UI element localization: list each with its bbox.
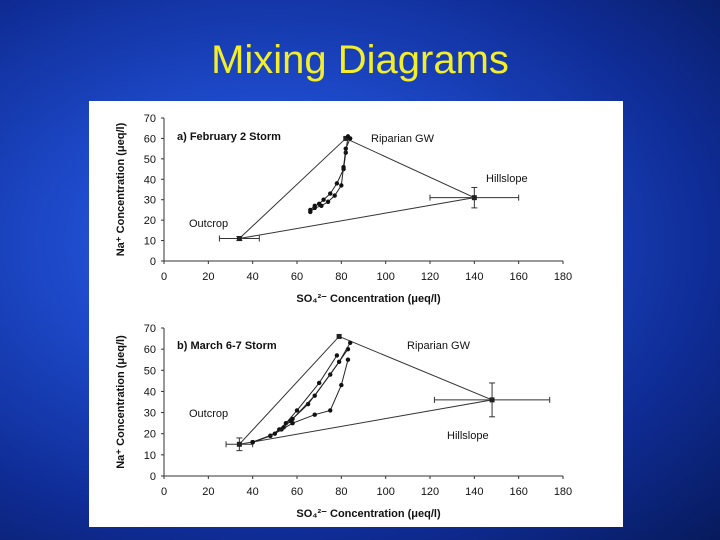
panel-a-series-2-point <box>343 146 348 151</box>
panel-b-y-tick-label: 0 <box>150 471 156 483</box>
panel-b-y-tick-label: 60 <box>144 344 156 356</box>
panel-b-outcrop-label: Outcrop <box>189 408 228 420</box>
panel-b-y-tick-label: 70 <box>144 323 156 335</box>
panel-a-x-tick-label: 120 <box>421 271 439 283</box>
panel-a-series-2-point <box>341 164 346 170</box>
panel-b-y-tick-label: 50 <box>144 365 156 377</box>
panel-b-mixing-triangle <box>237 335 494 446</box>
panel-b-series-2-point <box>305 401 311 407</box>
panel-b-series-4-point <box>272 431 278 436</box>
panel-b-x-tick-label: 0 <box>161 486 167 498</box>
panel-a-y-tick-label: 10 <box>144 236 156 248</box>
panel-b-series-4-point <box>312 412 317 417</box>
panel-a-series-2-point <box>319 203 324 209</box>
panel-a-y-tick-label: 70 <box>144 113 156 125</box>
panel-a-x-tick-label: 80 <box>335 271 347 283</box>
panel-a-outcrop-end-member-point <box>236 236 242 242</box>
panel-b-x-tick-label: 20 <box>202 486 214 498</box>
panel-a-y-axis-title: Na⁺ Concentration (μeq/l) <box>115 122 127 256</box>
panel-a-series-2-point <box>339 183 344 188</box>
panel-b-riparian-gw-label: Riparian GW <box>407 340 471 352</box>
panel-b-series-4-point <box>345 357 351 362</box>
panel-b-series-4-point <box>339 382 344 388</box>
panel-a-x-tick-label: 0 <box>161 271 167 283</box>
panel-a-x-tick-label: 20 <box>202 271 214 283</box>
panel-b-x-axis-title: SO₄²⁻ Concentration (μeq/l) <box>296 508 441 520</box>
panel-a-riparian-gw-label: Riparian GW <box>371 133 435 145</box>
panel-b-x-tick-label: 180 <box>554 486 572 498</box>
panel-b-y-tick-label: 10 <box>144 450 156 462</box>
panel-a-x-axis-title: SO₄²⁻ Concentration (μeq/l) <box>296 293 441 305</box>
panel-b-x-tick-label: 140 <box>465 486 483 498</box>
panel-b-series-1-point <box>294 408 300 413</box>
panel-a-y-tick-label: 30 <box>144 195 156 207</box>
panel-b-x-tick-label: 60 <box>291 486 303 498</box>
panel-b-series-3-point <box>348 340 353 345</box>
panel-a-riparian-gw-end-member-point <box>343 135 349 141</box>
panel-a-x-tick-label: 140 <box>465 271 483 283</box>
panel-a-series-1-point <box>321 197 326 202</box>
panel-a-series-2-point <box>325 199 331 204</box>
figure-panel: 0 10 20 30 40 50 60 70 0 20 40 60 80 100 120 140 160 180 S… <box>89 101 623 527</box>
panel-a-x-tick-label: 180 <box>554 271 572 283</box>
panel-b-series-4-line <box>252 359 349 443</box>
panel-a-x-tick-label: 160 <box>509 271 527 283</box>
panel-a-y-tick-label: 40 <box>144 174 156 186</box>
panel-b-hillslope-end-member-point <box>489 397 495 403</box>
panel-a-series-1-point <box>328 191 333 196</box>
panel-a-hillslope-end-member-point <box>471 195 477 201</box>
panel-b-series-4-point <box>250 439 255 445</box>
panel-b-title: b) March 6-7 Storm <box>177 340 277 352</box>
panel-a-hillslope-label: Hillslope <box>486 173 528 185</box>
panel-b-y-tick-label: 40 <box>144 386 156 398</box>
panel-b-series-4-point <box>328 408 333 413</box>
panel-b-hillslope-label: Hillslope <box>447 430 489 442</box>
panel-a-series-1-point <box>334 181 340 186</box>
panel-b-x-tick-label: 160 <box>509 486 527 498</box>
panel-b-x-tick-label: 100 <box>376 486 394 498</box>
panel-b-series-1-point <box>334 353 340 358</box>
panel-b-series-3-point <box>290 416 295 422</box>
panel-b-x-tick-label: 120 <box>421 486 439 498</box>
slide-title: Mixing Diagrams <box>211 38 509 82</box>
panel-a-x-tick-label: 60 <box>291 271 303 283</box>
panel-b-y-tick-label: 30 <box>144 408 156 420</box>
panel-b-x-tick-label: 40 <box>247 486 259 498</box>
panel-a-y-tick-label: 20 <box>144 215 156 227</box>
panel-b-series-3-point <box>281 425 286 430</box>
panel-a-series-2-point <box>348 136 353 141</box>
panel-a-series-2-point <box>312 205 317 211</box>
panel-b-riparian-gw-end-member-point <box>336 333 342 339</box>
panel-b-y-tick-label: 20 <box>144 429 156 441</box>
panel-a-y-tick-label: 50 <box>144 154 156 166</box>
panel-a-outcrop-label: Outcrop <box>189 218 228 230</box>
panel-a-mixing-triangle <box>237 137 477 240</box>
panel-a-series-2-point <box>308 209 313 215</box>
panel-a-x-tick-label: 100 <box>376 271 394 283</box>
panel-b-y-axis-title: Na⁺ Concentration (μeq/l) <box>115 335 127 469</box>
panel-b-outcrop-end-member-point <box>236 441 242 447</box>
panel-b-series-1-point <box>316 380 322 386</box>
panel-b-series-3-point <box>336 359 342 365</box>
panel-a-y-tick-label: 60 <box>144 133 156 145</box>
panel-a-series-2-point <box>332 193 337 198</box>
panel-b-x-tick-label: 80 <box>335 486 347 498</box>
panel-a-x-tick-label: 40 <box>247 271 259 283</box>
panel-b-series-4-point <box>290 420 295 426</box>
panel-a-y-tick-label: 0 <box>150 256 156 268</box>
panel-b-series-3-point <box>312 393 317 398</box>
panel-a-title: a) February 2 Storm <box>177 131 281 143</box>
